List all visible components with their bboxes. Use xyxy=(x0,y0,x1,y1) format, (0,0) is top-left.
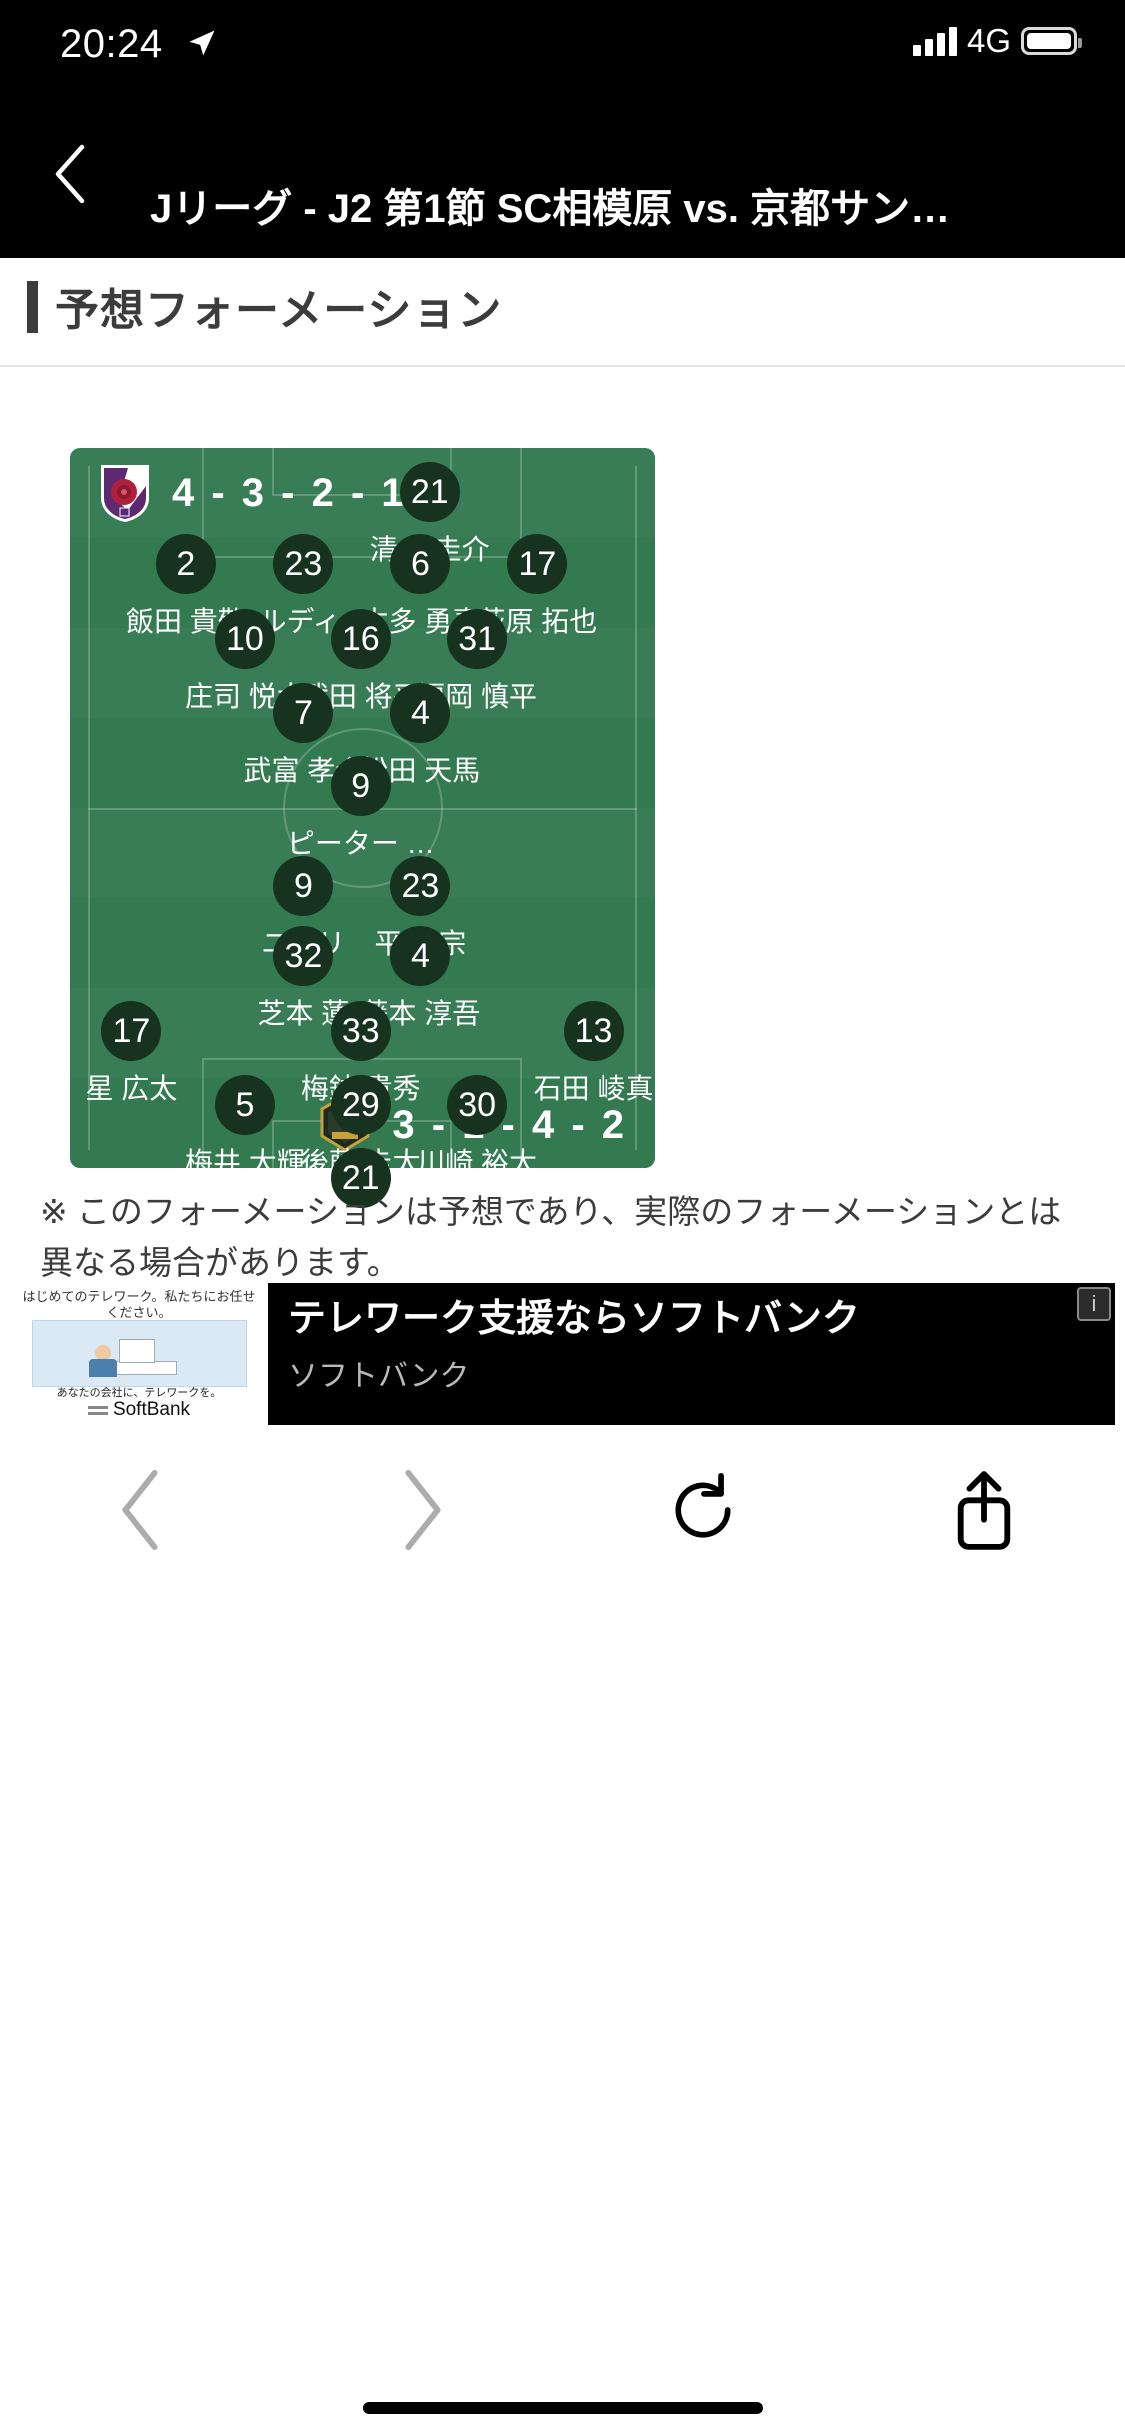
player-name: 竹重 安希彦 xyxy=(286,1219,435,1251)
ad-text-body: テレワーク支援ならソフトバンク ソフトバンク xyxy=(268,1283,1115,1425)
player-marker[interactable]: 30 川崎 裕大 xyxy=(372,1075,582,1181)
player-marker[interactable]: 13 石田 崚真 xyxy=(489,1000,699,1107)
player-name: ピーター … xyxy=(286,828,435,860)
player-number: 21 xyxy=(330,1147,391,1208)
ad-brand-name: SoftBank xyxy=(112,1399,191,1420)
pitch-touchline-right xyxy=(635,466,637,1150)
player-number: 9 xyxy=(273,855,334,916)
player-marker[interactable]: 21 竹重 安希彦 xyxy=(256,1147,466,1254)
section-title: 予想フォーメーション xyxy=(55,286,503,335)
softbank-mark-icon xyxy=(87,1403,108,1418)
nav-back-button[interactable] xyxy=(30,134,110,214)
player-number: 30 xyxy=(447,1075,508,1136)
player-number: 7 xyxy=(273,682,334,743)
pitch-touchline-left xyxy=(88,466,90,1150)
player-name: 星 広太 xyxy=(85,1072,178,1104)
bottom-team-formation: 3 - 1 - 4 - 2 xyxy=(392,1102,627,1147)
player-name: 石田 崚真 xyxy=(533,1072,654,1104)
player-number: 6 xyxy=(390,534,451,595)
kyoto-sanga-crest-icon xyxy=(101,465,149,522)
player-marker[interactable]: 7 武富 孝介 xyxy=(198,682,408,789)
battery-icon xyxy=(1021,26,1082,55)
player-number: 17 xyxy=(101,1000,162,1061)
toolbar-share-button[interactable] xyxy=(844,1450,1125,1570)
share-icon xyxy=(958,1471,1011,1550)
formation-pitch: 4 - 3 - 2 - 1 SCS 3 - 1 - 4 - 2 21清水 圭介2… xyxy=(70,448,655,1251)
player-number: 32 xyxy=(273,926,334,987)
formation-disclaimer: ※ このフォーメーションは予想であり、実際のフォーメーションとは異なる場合があり… xyxy=(40,1193,1062,1282)
player-number: 4 xyxy=(390,682,451,743)
player-name: 梅井 大輝 xyxy=(185,1147,305,1179)
advertisement-banner[interactable]: はじめてのテレワーク。私たちにお任せください。 あなたの会社に、テレワークを。 … xyxy=(10,1283,1115,1425)
nav-bar: Jリーグ - J2 第1節 SC相模原 vs. 京都サン… xyxy=(0,88,1125,258)
section-header: 予想フォーメーション xyxy=(0,258,1125,368)
player-number: 31 xyxy=(447,608,508,669)
chevron-left-icon xyxy=(55,144,85,204)
browser-toolbar xyxy=(0,1425,1125,1595)
player-number: 4 xyxy=(390,926,451,987)
player-number: 21 xyxy=(399,462,460,523)
top-team-formation: 4 - 3 - 2 - 1 xyxy=(172,470,407,515)
network-type-label: 4G xyxy=(966,22,1011,59)
player-marker[interactable]: 5 梅井 大輝 xyxy=(140,1075,350,1181)
ad-thumb-subline: あなたの会社に、テレワークを。 xyxy=(56,1386,222,1399)
player-marker[interactable]: 32 芝本 蓮 xyxy=(198,926,408,1032)
page-title: Jリーグ - J2 第1節 SC相模原 vs. 京都サン… xyxy=(150,187,951,231)
player-name: 川崎 裕大 xyxy=(417,1147,538,1179)
chevron-left-icon xyxy=(122,1469,158,1551)
player-number: 10 xyxy=(214,608,275,669)
ad-info-icon[interactable]: i xyxy=(1077,1287,1111,1321)
pitch-center-circle xyxy=(282,728,443,888)
player-number: 29 xyxy=(330,1075,391,1136)
player-number: 17 xyxy=(507,534,568,595)
player-number: 16 xyxy=(330,608,391,669)
player-number: 9 xyxy=(330,756,391,817)
player-number: 5 xyxy=(214,1075,275,1136)
location-arrow-icon xyxy=(187,28,217,58)
toolbar-forward-button[interactable] xyxy=(281,1450,562,1570)
player-number: 2 xyxy=(155,534,216,595)
player-number: 13 xyxy=(563,1000,624,1061)
chevron-right-icon xyxy=(405,1469,441,1551)
toolbar-reload-button[interactable] xyxy=(563,1450,844,1570)
player-number: 33 xyxy=(330,1000,391,1061)
player-marker[interactable]: 29 後藤 圭太 xyxy=(256,1075,466,1181)
ad-thumbnail: はじめてのテレワーク。私たちにお任せください。 あなたの会社に、テレワークを。 … xyxy=(10,1283,268,1425)
home-indicator xyxy=(362,2402,763,2414)
status-time: 20:24 xyxy=(60,22,163,66)
page-background-filler xyxy=(0,1595,1125,2436)
section-accent-bar xyxy=(27,281,38,333)
signal-bars-icon xyxy=(912,26,957,56)
player-number: 23 xyxy=(390,855,451,916)
player-number: 23 xyxy=(273,534,334,595)
ad-subtitle: ソフトバンク xyxy=(288,1359,470,1393)
ad-title: テレワーク支援ならソフトバンク xyxy=(288,1298,860,1340)
pitch-penalty-area-top xyxy=(202,448,522,558)
player-marker[interactable]: 17 星 広太 xyxy=(26,1000,236,1107)
ad-thumb-headline: はじめてのテレワーク。私たちにお任せください。 xyxy=(22,1289,256,1320)
top-team-header: 4 - 3 - 2 - 1 xyxy=(98,458,407,528)
player-marker[interactable]: 9 ピーター … xyxy=(256,756,466,862)
ad-brand-logo: SoftBank xyxy=(87,1399,191,1421)
toolbar-back-button[interactable] xyxy=(0,1450,281,1570)
status-right-cluster: 4G xyxy=(912,22,1082,59)
section-divider xyxy=(0,365,1125,367)
reload-icon xyxy=(675,1472,731,1538)
ad-thumb-illustration xyxy=(31,1320,247,1387)
status-bar: 20:24 4G xyxy=(0,0,1125,88)
